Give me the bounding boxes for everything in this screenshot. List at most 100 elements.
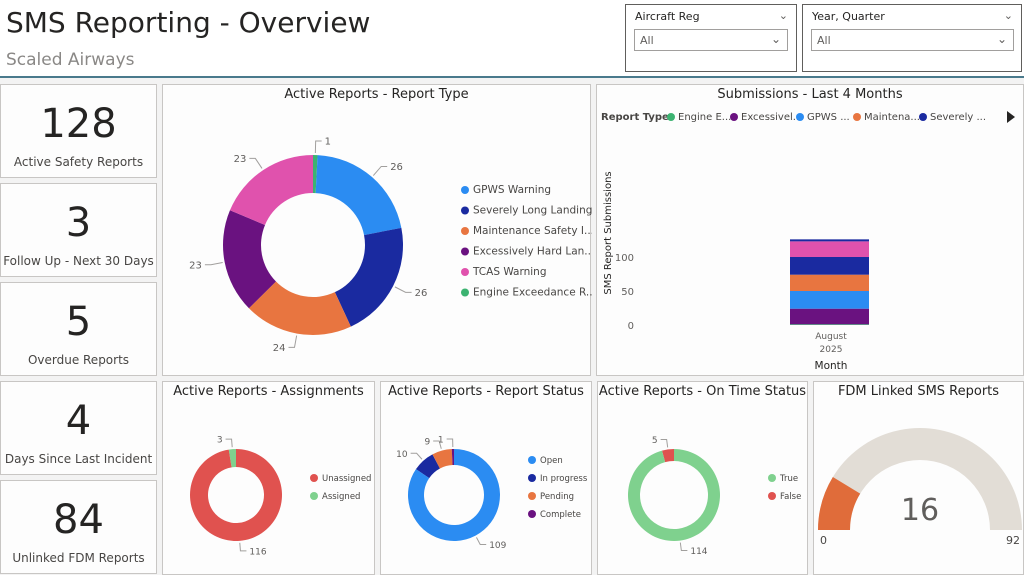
fdm-gauge-chart[interactable]: 16 0 92 — [814, 402, 1024, 574]
legend-item: Excessivel... — [741, 112, 802, 123]
kpi-card-follow-up[interactable]: 3 Follow Up - Next 30 Days — [0, 183, 157, 277]
data-label: 23 — [189, 260, 202, 271]
data-label: 10 — [396, 450, 408, 460]
panel-title: Active Reports - Assignments — [173, 384, 364, 399]
gauge-track[interactable] — [818, 428, 1022, 530]
legend-item: Excessively Hard Lan... — [473, 246, 592, 258]
dropdown-value: All — [817, 34, 831, 47]
kpi-label: Overdue Reports — [27, 353, 130, 367]
donut-slice[interactable] — [432, 449, 453, 469]
donut-slice[interactable] — [190, 449, 282, 541]
legend-item: Maintenance Safety I... — [473, 225, 592, 237]
donut-slice[interactable] — [661, 449, 674, 463]
data-label-leader — [249, 157, 263, 169]
report-type-donut-chart[interactable]: 1 26 26 24 23 23 GPWS Warning Severely Long Lan… — [163, 105, 592, 375]
donut-slice[interactable] — [223, 210, 276, 309]
bar-segment[interactable] — [790, 257, 869, 275]
status-panel[interactable]: Active Reports - Report Status 10 9 1 109 Op… — [380, 381, 592, 575]
chevron-down-icon[interactable]: ⌄ — [996, 32, 1007, 46]
assignments-donut-chart[interactable]: 3 116 Unassigned Assigned — [163, 402, 376, 574]
legend-marker — [919, 113, 927, 121]
kpi-value: 5 — [65, 299, 92, 345]
ontime-panel[interactable]: Active Reports - On Time Status 5 114 True… — [597, 381, 808, 575]
submissions-panel[interactable]: Submissions - Last 4 Months Report Type E… — [596, 84, 1024, 376]
kpi-label: Follow Up - Next 30 Days — [3, 254, 154, 268]
donut-slice[interactable] — [334, 227, 403, 327]
assignments-panel[interactable]: Active Reports - Assignments 3 116 Unassig… — [162, 381, 375, 575]
donut-slice[interactable] — [228, 449, 236, 468]
kpi-card-days-since-incident[interactable]: 4 Days Since Last Incident — [0, 381, 157, 475]
data-label: 5 — [652, 436, 658, 446]
y-tick-label: 50 — [621, 287, 634, 298]
donut-slice[interactable] — [313, 155, 318, 194]
aircraft-reg-slicer[interactable]: Aircraft Reg ⌄ All ⌄ — [625, 4, 797, 72]
aircraft-reg-dropdown[interactable]: All ⌄ — [634, 29, 788, 51]
year-quarter-slicer[interactable]: Year, Quarter ⌄ All ⌄ — [802, 4, 1022, 72]
donut-slice[interactable] — [229, 155, 313, 225]
legend-marker — [768, 492, 776, 500]
donut-slice[interactable] — [248, 281, 351, 335]
bar-segment[interactable] — [790, 324, 869, 325]
x-tick-label: 2025 — [820, 345, 843, 355]
legend-item: GPWS Warning — [473, 184, 551, 196]
legend-marker — [310, 474, 318, 482]
legend-marker — [461, 268, 469, 276]
donut-slice[interactable] — [451, 449, 454, 466]
legend-item: Maintena... — [864, 112, 920, 123]
data-label-leader — [225, 438, 233, 448]
donut-slice[interactable] — [408, 449, 500, 541]
legend-scroll-arrow-icon[interactable] — [1007, 111, 1015, 123]
bar-segment[interactable] — [790, 308, 869, 325]
ontime-donut-chart[interactable]: 5 114 True False — [598, 402, 809, 574]
data-label-leader — [410, 452, 423, 460]
kpi-card-overdue[interactable]: 5 Overdue Reports — [0, 282, 157, 376]
legend-item: Pending — [540, 492, 574, 502]
data-label-leader — [288, 335, 298, 348]
data-label-leader — [660, 438, 669, 448]
legend-item: Open — [540, 456, 563, 466]
legend-title: Report Type — [601, 112, 669, 123]
bar-segment[interactable] — [790, 291, 869, 309]
legend-item: False — [780, 492, 801, 502]
kpi-card-unlinked-fdm[interactable]: 84 Unlinked FDM Reports — [0, 480, 157, 574]
data-label: 1 — [438, 436, 444, 446]
report-type-panel[interactable]: Active Reports - Report Type 1 26 26 24 23 23… — [162, 84, 592, 376]
kpi-value: 4 — [65, 398, 92, 444]
legend-item: Complete — [540, 510, 581, 520]
data-label-leader — [314, 140, 322, 154]
gauge-min-label: 0 — [820, 534, 827, 547]
collapse-chevron-icon[interactable]: ⌄ — [778, 9, 788, 22]
data-label-leader — [239, 542, 247, 552]
kpi-value: 3 — [65, 200, 92, 246]
donut-slice[interactable] — [415, 454, 440, 479]
chevron-down-icon[interactable]: ⌄ — [770, 32, 781, 46]
collapse-chevron-icon[interactable]: ⌄ — [1003, 9, 1013, 22]
submissions-bar-chart[interactable]: Report Type Engine E... Excessivel... GPWS … — [597, 103, 1024, 375]
gauge-max-label: 92 — [1006, 534, 1020, 547]
header-divider — [0, 76, 1024, 78]
year-quarter-dropdown[interactable]: All ⌄ — [811, 29, 1014, 51]
gauge-fill[interactable] — [818, 477, 861, 530]
bar-segment[interactable] — [790, 241, 869, 257]
kpi-value: 128 — [40, 101, 117, 147]
legend-item: Assigned — [322, 492, 360, 502]
kpi-card-active-reports[interactable]: 128 Active Safety Reports — [0, 84, 157, 178]
legend-item: TCAS Warning — [472, 266, 547, 278]
donut-slice[interactable] — [628, 449, 720, 541]
data-label: 114 — [690, 547, 707, 557]
data-label: 24 — [273, 343, 286, 354]
panel-title: Submissions - Last 4 Months — [717, 87, 903, 102]
data-label-leader — [476, 537, 487, 545]
bar-segment[interactable] — [790, 274, 869, 291]
fdm-panel[interactable]: FDM Linked SMS Reports 16 0 92 — [813, 381, 1024, 575]
legend-marker — [461, 247, 469, 256]
donut-slice[interactable] — [315, 155, 402, 236]
legend-item: GPWS ... — [807, 112, 850, 123]
slicer-label: Year, Quarter — [812, 10, 885, 23]
data-label: 23 — [234, 154, 247, 165]
data-label: 3 — [217, 436, 223, 446]
x-axis-label: Month — [815, 360, 848, 372]
legend-marker — [528, 510, 536, 518]
report-header: SMS Reporting - Overview Scaled Airways … — [0, 0, 1024, 78]
